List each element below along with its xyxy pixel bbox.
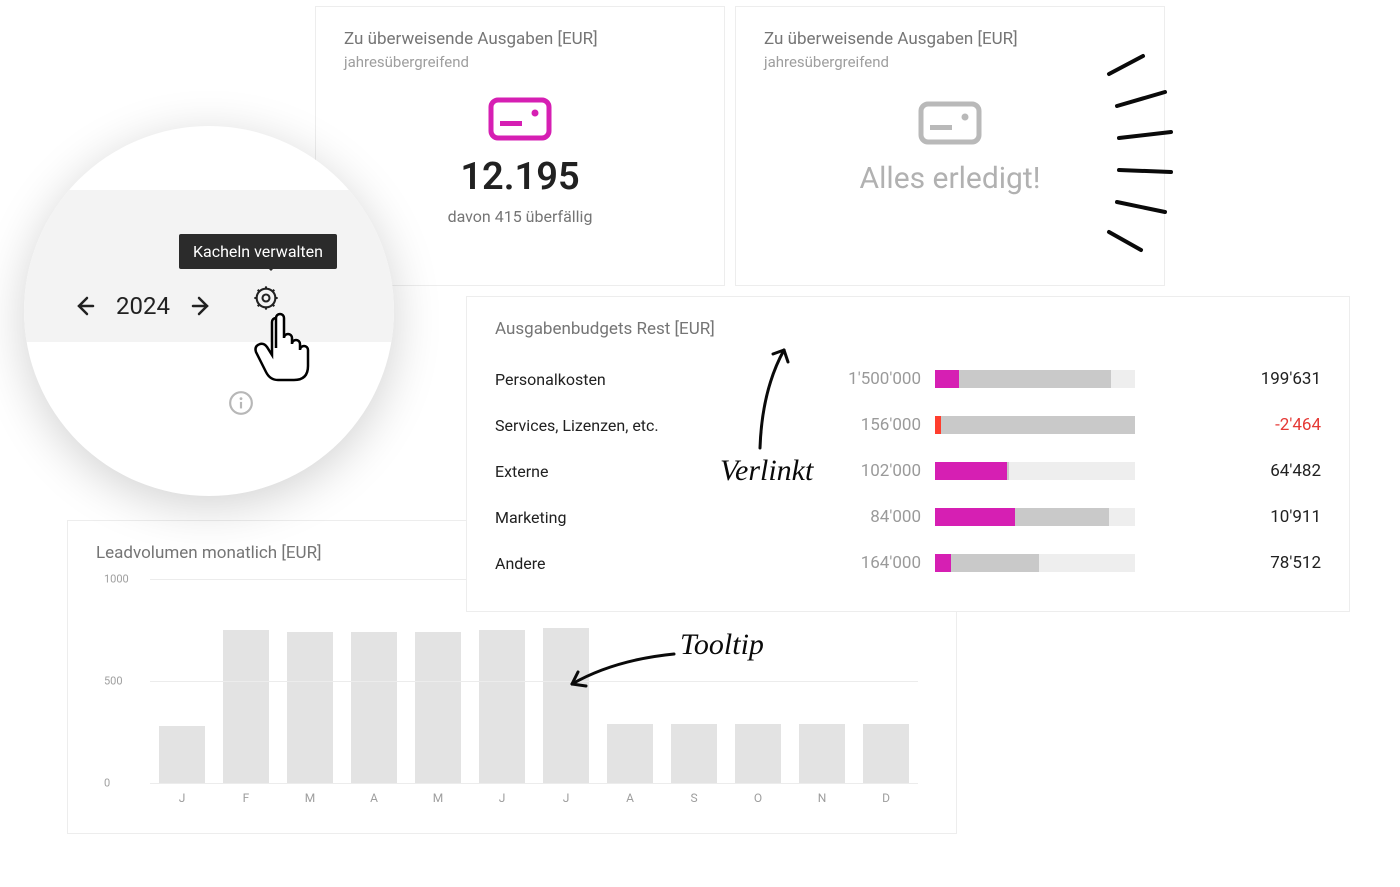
budget-remain: -2'464 — [1135, 415, 1321, 435]
budget-bar — [935, 462, 1135, 480]
chart-ylabel: 0 — [104, 777, 110, 790]
chart-xlabel: D — [863, 791, 909, 805]
chart-xlabel: M — [415, 791, 461, 805]
budget-remain: 64'482 — [1135, 461, 1321, 481]
info-icon[interactable] — [228, 390, 254, 416]
chart-xlabel: M — [287, 791, 333, 805]
chart-xlabel: O — [735, 791, 781, 805]
chart-bar[interactable] — [415, 632, 461, 783]
year-prev-button[interactable] — [72, 294, 96, 318]
arrow-verlinkt — [740, 340, 820, 460]
card-budgets[interactable]: Ausgabenbudgets Rest [EUR] Personalkoste… — [466, 296, 1350, 612]
chart-bar[interactable] — [159, 726, 205, 783]
chart-bar[interactable] — [479, 630, 525, 783]
year-value: 2024 — [116, 292, 170, 320]
chart-bar[interactable] — [287, 632, 333, 783]
chart-bar[interactable] — [671, 724, 717, 783]
chart-ylabel: 500 — [104, 675, 123, 688]
chart-bar[interactable] — [735, 724, 781, 783]
budget-label: Marketing — [495, 508, 755, 527]
chart-xlabel: J — [543, 791, 589, 805]
chart-bar[interactable] — [223, 630, 269, 783]
budget-label: Personalkosten — [495, 370, 755, 389]
rays-decoration — [1075, 50, 1185, 270]
chart-bar[interactable] — [863, 724, 909, 783]
arrow-tooltip — [564, 640, 684, 700]
budget-row[interactable]: Personalkosten 1'500'000 199'631 — [495, 359, 1321, 399]
budget-label: Andere — [495, 554, 755, 573]
bar-chart: JFMAMJJASOND 05001000 — [150, 579, 918, 805]
budget-bar — [935, 416, 1135, 434]
chart-xlabel: N — [799, 791, 845, 805]
budget-row[interactable]: Andere 164'000 78'512 — [495, 543, 1321, 583]
expense-overdue: davon 415 überfällig — [344, 207, 696, 226]
chart-bar[interactable] — [799, 724, 845, 783]
card-subtitle: jahresübergreifend — [344, 53, 696, 71]
budget-total: 84'000 — [755, 507, 935, 527]
budget-remain: 78'512 — [1135, 553, 1321, 573]
chart-xlabel: A — [607, 791, 653, 805]
budget-remain: 199'631 — [1135, 369, 1321, 389]
chart-bar[interactable] — [607, 724, 653, 783]
chart-xlabel: S — [671, 791, 717, 805]
budget-label: Services, Lizenzen, etc. — [495, 416, 755, 435]
budget-bar — [935, 370, 1135, 388]
expense-amount: 12.195 — [344, 155, 696, 199]
budget-total: 164'000 — [755, 553, 935, 573]
budget-remain: 10'911 — [1135, 507, 1321, 527]
card-icon — [344, 97, 696, 141]
chart-xlabel: F — [223, 791, 269, 805]
zoom-year-control: Kacheln verwalten 2024 — [24, 126, 394, 496]
annotation-tooltip: Tooltip — [680, 628, 764, 662]
budget-bar — [935, 508, 1135, 526]
budget-row[interactable]: Marketing 84'000 10'911 — [495, 497, 1321, 537]
chart-xlabel: J — [479, 791, 525, 805]
chart-xlabel: J — [159, 791, 205, 805]
card-title: Ausgabenbudgets Rest [EUR] — [495, 319, 1321, 339]
chart-xlabel: A — [351, 791, 397, 805]
budget-row[interactable]: Services, Lizenzen, etc. 156'000 -2'464 — [495, 405, 1321, 445]
budget-bar — [935, 554, 1135, 572]
annotation-verlinkt: Verlinkt — [720, 454, 813, 488]
tooltip-kacheln-verwalten: Kacheln verwalten — [179, 234, 337, 269]
card-title: Zu überweisende Ausgaben [EUR] — [764, 29, 1136, 49]
hand-cursor-icon — [248, 308, 318, 388]
card-title: Zu überweisende Ausgaben [EUR] — [344, 29, 696, 49]
chart-ylabel: 1000 — [104, 573, 129, 586]
budget-label: Externe — [495, 462, 755, 481]
year-next-button[interactable] — [190, 294, 214, 318]
budget-row[interactable]: Externe 102'000 64'482 — [495, 451, 1321, 491]
chart-bar[interactable] — [351, 632, 397, 783]
